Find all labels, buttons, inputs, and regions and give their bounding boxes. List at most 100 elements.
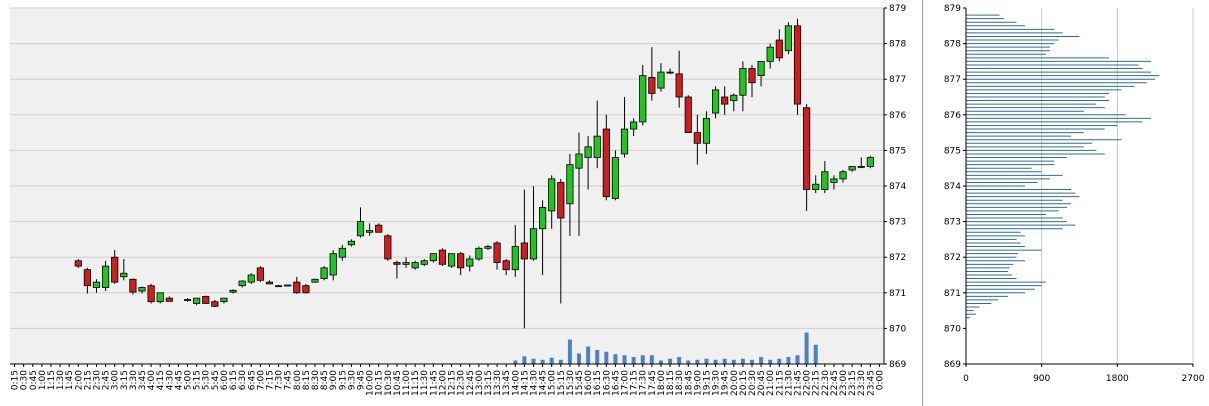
x-tick-label: 21:00 xyxy=(766,370,776,396)
y-tick-label: 877 xyxy=(944,75,961,85)
volume-bar xyxy=(513,360,518,364)
candle-body xyxy=(839,171,847,180)
x-tick-label: 10:00 xyxy=(366,370,376,396)
x-tick-label: 20:15 xyxy=(739,370,749,396)
candle-body xyxy=(302,285,310,294)
x-tick-label: 7:30 xyxy=(275,370,285,390)
x-tick-label: 1:00 xyxy=(38,370,48,390)
candle-body xyxy=(256,267,264,281)
candle-body xyxy=(366,230,374,233)
candle-body xyxy=(247,274,255,283)
x-tick-label: 19:15 xyxy=(702,370,712,396)
x-tick-label: 23:15 xyxy=(848,370,858,396)
x-tick-label: 5:15 xyxy=(193,370,203,390)
candle-body xyxy=(92,281,101,288)
volume-bar xyxy=(749,359,754,364)
x-tick-label: 12:30 xyxy=(457,370,467,396)
x-tick-label: 14:00 xyxy=(511,370,521,396)
candle-body xyxy=(402,262,410,265)
x-tick-label: 2700 xyxy=(1182,374,1205,384)
x-tick-label: 19:45 xyxy=(721,370,731,396)
x-tick-label: 12:45 xyxy=(466,370,476,396)
x-tick-label: 1:45 xyxy=(65,370,75,390)
volume-bar xyxy=(668,358,673,364)
candle-body xyxy=(211,301,219,307)
x-tick-label: 11:15 xyxy=(411,370,421,396)
volume-bar xyxy=(713,359,718,364)
y-tick-label: 870 xyxy=(944,324,961,334)
candle-body xyxy=(775,39,783,59)
candle-body xyxy=(575,153,583,169)
x-tick-label: 21:30 xyxy=(784,370,794,396)
candle-body xyxy=(83,269,91,287)
volume-bar xyxy=(586,346,591,364)
x-tick-label: 9:45 xyxy=(357,370,367,390)
y-tick-label: 878 xyxy=(944,40,961,50)
y-tick-label: 875 xyxy=(889,146,906,156)
candle-body xyxy=(620,128,629,155)
x-tick-label: 0:00 xyxy=(875,370,885,390)
candle-body xyxy=(557,182,565,219)
volume-bar xyxy=(577,353,582,364)
candle-body xyxy=(411,262,419,269)
y-tick-label: 875 xyxy=(944,146,961,156)
x-tick-label: 11:45 xyxy=(429,370,439,396)
candle-body xyxy=(311,278,319,283)
candle-body xyxy=(120,272,128,278)
candle-body xyxy=(111,256,119,283)
volume-bar xyxy=(677,357,682,364)
x-tick-label: 2:15 xyxy=(83,370,93,390)
volume-bar xyxy=(567,339,572,364)
candle-body xyxy=(821,171,829,190)
x-tick-label: 23:30 xyxy=(857,370,867,396)
x-tick-label: 6:30 xyxy=(238,370,248,390)
x-tick-label: 9:00 xyxy=(329,370,339,390)
candle-body xyxy=(721,96,729,105)
x-tick-label: 3:00 xyxy=(111,370,121,390)
candle-body xyxy=(520,242,528,260)
volume-profile-chart: 869 870 871 872 873 874 875 876 877 878 879 0 900 180… xyxy=(922,0,1205,406)
candle-body xyxy=(666,71,674,74)
x-tick-label: 10:30 xyxy=(384,370,394,396)
x-tick-label: 8:00 xyxy=(293,370,303,390)
x-tick-label: 3:30 xyxy=(129,370,139,390)
x-tick-label: 18:45 xyxy=(684,370,694,396)
x-tick-label: 0:30 xyxy=(20,370,30,390)
x-tick-label: 9:30 xyxy=(347,370,357,390)
x-tick-label: 5:00 xyxy=(184,370,194,390)
x-tick-label: 9:15 xyxy=(338,370,348,390)
candle-body xyxy=(356,221,365,237)
volume-bar xyxy=(531,358,536,364)
x-tick-label: 15:15 xyxy=(557,370,567,396)
x-tick-label: 6:45 xyxy=(247,370,257,390)
candle-body xyxy=(766,46,774,62)
x-tick-label: 20:30 xyxy=(748,370,758,396)
candle-body xyxy=(420,260,428,265)
x-tick-label: 6:15 xyxy=(229,370,239,390)
x-tick-label: 2:00 xyxy=(74,370,84,390)
candle-body xyxy=(812,183,820,190)
volume-bar xyxy=(595,350,600,364)
x-tick-label: 19:00 xyxy=(693,370,703,396)
x-tick-label: 17:15 xyxy=(630,370,640,396)
candle-body xyxy=(165,297,173,302)
x-tick-label: 22:30 xyxy=(821,370,831,396)
candle-body xyxy=(238,280,246,287)
x-tick-label: 1800 xyxy=(1106,374,1129,384)
candle-body xyxy=(102,265,110,288)
candle-body xyxy=(548,178,556,212)
candle-body xyxy=(293,281,301,294)
x-tick-label: 3:45 xyxy=(138,370,148,390)
candle-body xyxy=(493,242,501,263)
x-tick-label: 10:45 xyxy=(393,370,403,396)
candle-body xyxy=(511,246,519,271)
x-tick-label: 17:00 xyxy=(621,370,631,396)
x-tick-label: 10:15 xyxy=(375,370,385,396)
candle-body xyxy=(265,281,274,285)
volume-bar xyxy=(549,357,554,364)
candle-body xyxy=(320,267,328,279)
candle-body xyxy=(457,253,465,269)
x-tick-label: 13:45 xyxy=(502,370,512,396)
candle-body xyxy=(684,96,692,133)
x-tick-label: 5:30 xyxy=(202,370,212,390)
